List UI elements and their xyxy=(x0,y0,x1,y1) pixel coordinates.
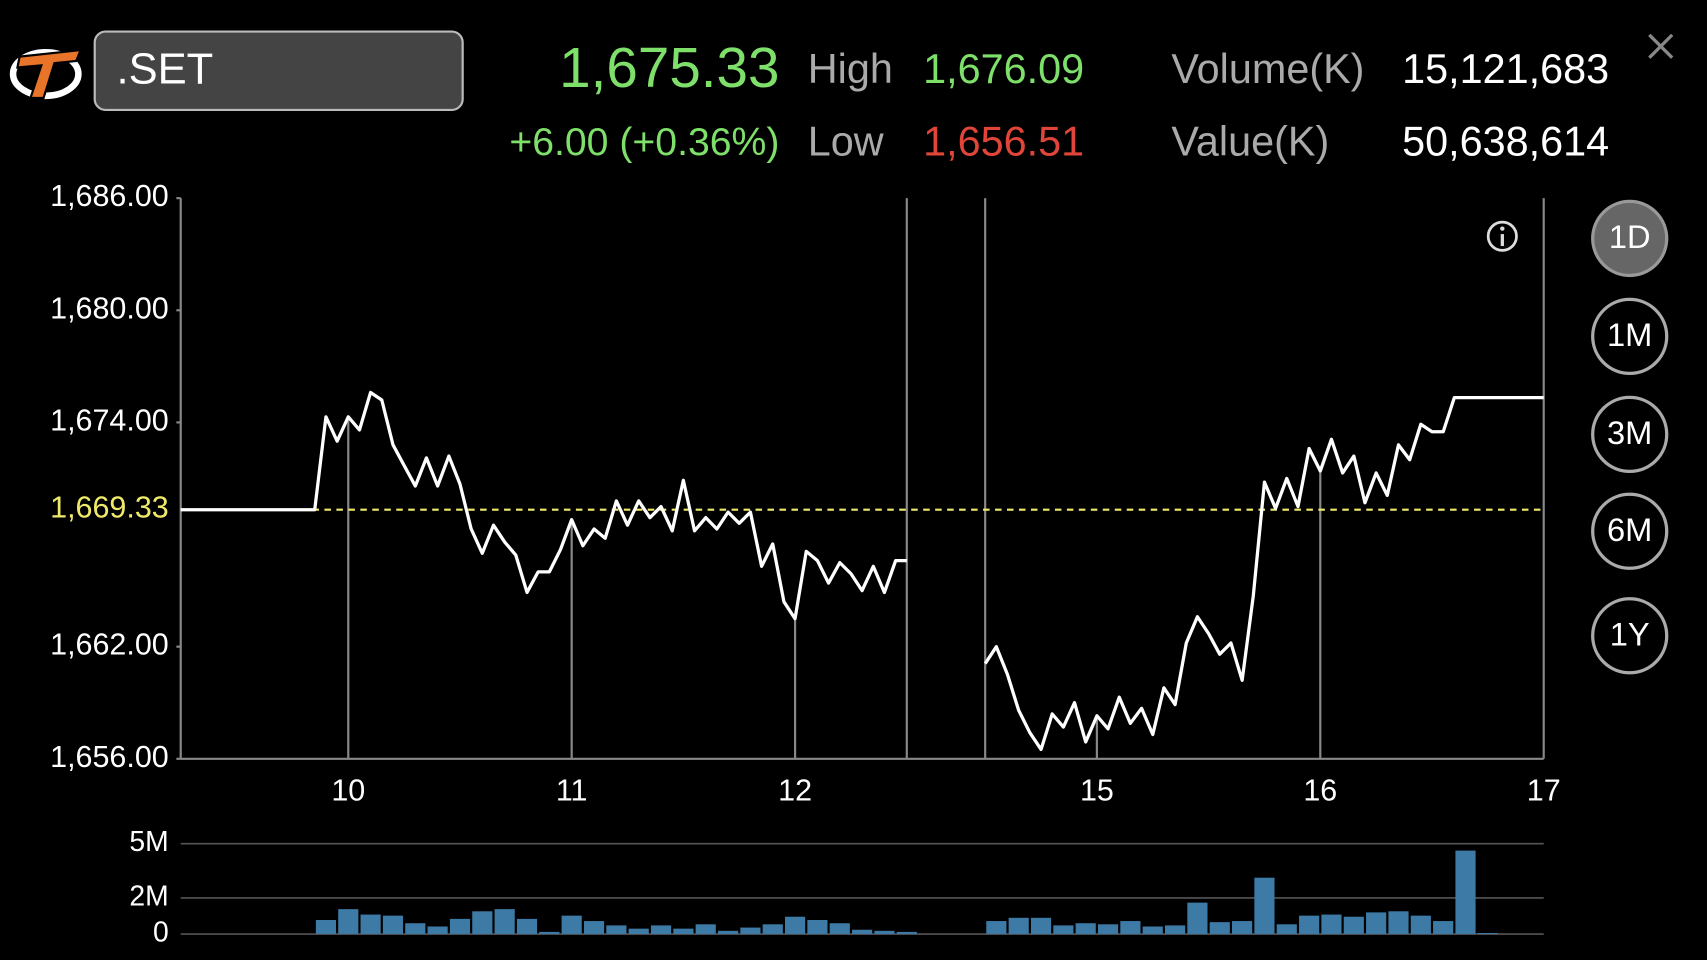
price-line xyxy=(983,395,1544,752)
low: 1,656.51 xyxy=(923,119,1084,165)
volume-bar xyxy=(382,915,404,935)
volume-bar xyxy=(1477,932,1498,935)
period-buttons: 1D 1M 3M 6M 1Y xyxy=(1591,199,1669,675)
volume-bar xyxy=(650,925,672,935)
volume-bar xyxy=(1142,926,1163,935)
x-tick-label: 17 xyxy=(1527,774,1561,808)
symbol[interactable]: .SET xyxy=(116,45,213,93)
volume-bar xyxy=(1455,850,1476,935)
volume-bar xyxy=(1120,921,1141,935)
y-tick-label: 1,662.00 xyxy=(50,628,169,662)
symbol-input[interactable] xyxy=(93,30,464,112)
low-label: Low xyxy=(808,119,884,165)
logo xyxy=(9,48,83,100)
close-button[interactable] xyxy=(1648,33,1674,59)
volume-bar xyxy=(1276,924,1297,935)
volume-bar xyxy=(695,924,716,935)
volume-bar xyxy=(449,918,471,935)
value: 50,638,614 xyxy=(1402,119,1609,165)
volume-bar xyxy=(360,914,381,935)
volume-bar xyxy=(1388,911,1409,935)
price-line xyxy=(180,390,907,621)
high-label: High xyxy=(808,46,893,92)
volume-bar xyxy=(740,927,761,935)
volume-bar xyxy=(1187,902,1208,935)
volume-bar xyxy=(852,929,873,935)
reference-label: 1,669.33 xyxy=(50,491,169,525)
volume-bar xyxy=(539,931,560,935)
volume-bar xyxy=(717,930,739,935)
volume-bar xyxy=(1053,925,1074,935)
volume-bar xyxy=(1299,915,1320,935)
y-tick-label: 1,680.00 xyxy=(50,291,169,325)
volume-bar xyxy=(1232,921,1253,935)
volume-bar xyxy=(1433,921,1454,935)
volume-bar xyxy=(829,923,850,935)
x-tick-label: 11 xyxy=(556,774,588,808)
x-tick-label: 16 xyxy=(1303,774,1337,808)
last-price: 1,675.33 xyxy=(559,36,779,99)
volume-bar xyxy=(1209,922,1230,935)
volume-bar xyxy=(472,911,493,935)
y-tick-label: 0 xyxy=(153,916,169,948)
period-button[interactable] xyxy=(1591,297,1669,376)
plot: 1,656.00 1,662.00 1,674.00 1,680.00 1,686.00… xyxy=(50,179,1561,947)
y-tick-label: 2M xyxy=(129,879,168,911)
volume-label: Volume(K) xyxy=(1171,46,1364,92)
volume-bar xyxy=(315,919,337,935)
volume-bar xyxy=(1030,917,1052,935)
volume-bar xyxy=(762,924,783,935)
period-label[interactable]: 3M xyxy=(1607,414,1652,451)
y-tick-label: 1,656.00 xyxy=(50,740,169,774)
volume-bar xyxy=(896,931,917,935)
volume-bar xyxy=(1321,914,1342,935)
volume-bar xyxy=(785,916,806,935)
volume-bar xyxy=(1254,877,1275,935)
x-tick-label: 12 xyxy=(778,774,812,808)
period-button[interactable] xyxy=(1591,395,1669,474)
period-label[interactable]: 1M xyxy=(1607,316,1652,353)
x-tick-label: 15 xyxy=(1080,774,1114,808)
period-label[interactable]: 1Y xyxy=(1610,615,1650,652)
volume-bar xyxy=(1164,925,1186,935)
volume-bar xyxy=(986,921,1007,935)
high: 1,676.09 xyxy=(923,46,1084,92)
volume-bar xyxy=(1343,916,1364,935)
volume-bar xyxy=(516,918,538,935)
change: +6.00 (+0.36%) xyxy=(509,121,779,164)
volume-bar xyxy=(1008,917,1029,935)
volume-bar xyxy=(874,930,895,935)
volume-bar xyxy=(427,926,448,935)
x-tick-label: 10 xyxy=(331,774,365,808)
volume-bar xyxy=(583,921,605,935)
volume-bar xyxy=(494,909,515,935)
volume-bar xyxy=(628,928,649,935)
volume-bar xyxy=(606,925,627,935)
y-tick-label: 1,674.00 xyxy=(50,403,169,437)
volume-bar xyxy=(1410,915,1431,935)
period-button[interactable] xyxy=(1591,492,1669,570)
y-tick-label: 1,686.00 xyxy=(50,179,169,213)
period-label[interactable]: 1D xyxy=(1609,218,1651,255)
y-tick-label: 5M xyxy=(129,825,168,857)
value-label: Value(K) xyxy=(1171,119,1329,165)
volume-bar xyxy=(1097,924,1119,935)
volume-bar xyxy=(673,928,694,935)
period-button[interactable] xyxy=(1591,597,1669,675)
volume: 15,121,683 xyxy=(1402,46,1609,92)
volume-bar xyxy=(1366,912,1387,935)
volume-bar xyxy=(338,909,359,935)
period-button[interactable] xyxy=(1591,199,1669,278)
volume-bar xyxy=(807,919,828,935)
volume-bar xyxy=(561,915,582,935)
volume-bar xyxy=(405,923,426,935)
volume-bar xyxy=(1075,923,1096,935)
period-label[interactable]: 6M xyxy=(1607,511,1652,548)
info-icon[interactable] xyxy=(1486,220,1518,252)
